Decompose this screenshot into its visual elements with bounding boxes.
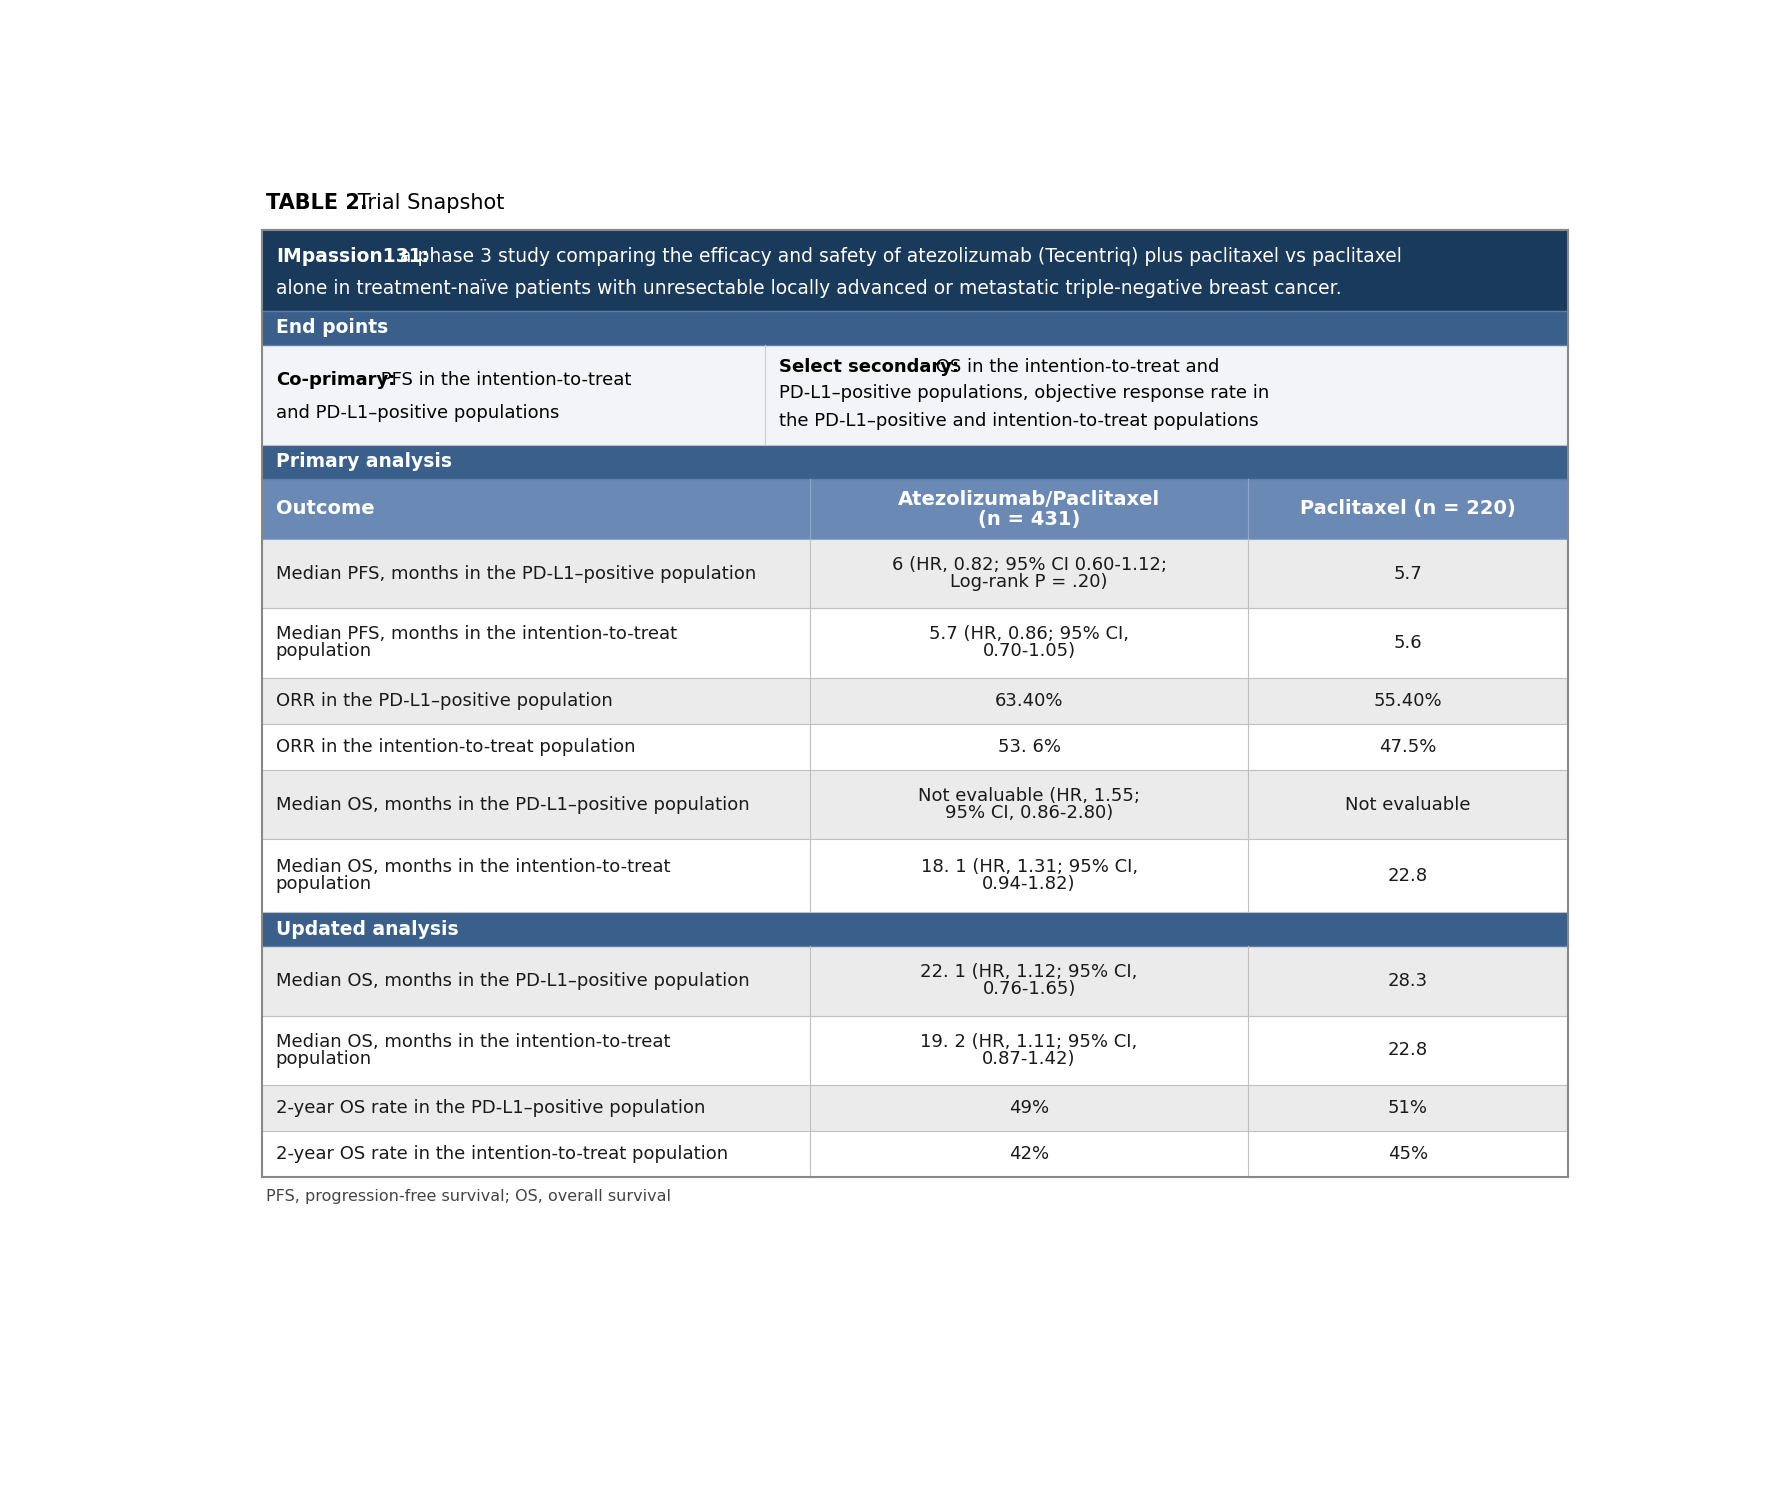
Text: Median OS, months in the intention-to-treat: Median OS, months in the intention-to-tr…	[277, 1033, 671, 1051]
Text: 0.70-1.05): 0.70-1.05)	[982, 642, 1076, 660]
FancyBboxPatch shape	[262, 1132, 1567, 1177]
Text: 22.8: 22.8	[1387, 1042, 1428, 1060]
Text: 49%: 49%	[1009, 1099, 1050, 1117]
Text: 0.94-1.82): 0.94-1.82)	[982, 875, 1076, 893]
Text: 51%: 51%	[1387, 1099, 1428, 1117]
FancyBboxPatch shape	[262, 479, 1567, 539]
Text: 5.7: 5.7	[1394, 564, 1423, 582]
Text: 2-year OS rate in the intention-to-treat population: 2-year OS rate in the intention-to-treat…	[277, 1145, 728, 1163]
FancyBboxPatch shape	[262, 444, 1567, 479]
Text: Co-primary:: Co-primary:	[277, 371, 394, 389]
FancyBboxPatch shape	[262, 608, 1567, 677]
Text: (n = 431): (n = 431)	[978, 510, 1080, 530]
FancyBboxPatch shape	[262, 539, 1567, 608]
Text: ORR in the PD-L1–positive population: ORR in the PD-L1–positive population	[277, 692, 612, 710]
FancyBboxPatch shape	[262, 311, 1567, 345]
FancyBboxPatch shape	[262, 230, 1567, 311]
Text: Select secondary:: Select secondary:	[778, 357, 959, 375]
Text: Median PFS, months in the intention-to-treat: Median PFS, months in the intention-to-t…	[277, 626, 677, 644]
Text: population: population	[277, 875, 371, 893]
FancyBboxPatch shape	[262, 1016, 1567, 1085]
Text: population: population	[277, 642, 371, 660]
Text: 22. 1 (HR, 1.12; 95% CI,: 22. 1 (HR, 1.12; 95% CI,	[921, 964, 1137, 982]
Text: PFS, progression-free survival; OS, overall survival: PFS, progression-free survival; OS, over…	[266, 1189, 671, 1204]
Text: Median OS, months in the PD-L1–positive population: Median OS, months in the PD-L1–positive …	[277, 796, 750, 814]
Text: Log-rank P = .20): Log-rank P = .20)	[950, 573, 1108, 591]
Bar	[262, 230, 1567, 1177]
Text: End points: End points	[277, 318, 387, 338]
FancyBboxPatch shape	[262, 839, 1567, 913]
Text: 42%: 42%	[1009, 1145, 1050, 1163]
FancyBboxPatch shape	[262, 1085, 1567, 1132]
Text: alone in treatment-naïve patients with unresectable locally advanced or metastat: alone in treatment-naïve patients with u…	[277, 279, 1342, 297]
Text: Atezolizumab/Paclitaxel: Atezolizumab/Paclitaxel	[898, 491, 1160, 509]
Text: 53. 6%: 53. 6%	[998, 738, 1060, 757]
Text: a phase 3 study comparing the efficacy and safety of atezolizumab (Tecentriq) pl: a phase 3 study comparing the efficacy a…	[400, 248, 1401, 266]
Text: Paclitaxel (n = 220): Paclitaxel (n = 220)	[1299, 500, 1515, 518]
Text: Trial Snapshot: Trial Snapshot	[352, 192, 505, 213]
Text: Primary analysis: Primary analysis	[277, 452, 452, 471]
Text: 22.8: 22.8	[1387, 866, 1428, 884]
Text: PFS in the intention-to-treat: PFS in the intention-to-treat	[375, 371, 632, 389]
Text: 28.3: 28.3	[1387, 973, 1428, 991]
Text: Outcome: Outcome	[277, 500, 375, 518]
Text: 55.40%: 55.40%	[1373, 692, 1442, 710]
Text: PD-L1–positive populations, objective response rate in: PD-L1–positive populations, objective re…	[778, 384, 1269, 402]
FancyBboxPatch shape	[262, 913, 1567, 946]
Text: Median PFS, months in the PD-L1–positive population: Median PFS, months in the PD-L1–positive…	[277, 564, 757, 582]
Text: 18. 1 (HR, 1.31; 95% CI,: 18. 1 (HR, 1.31; 95% CI,	[921, 859, 1137, 877]
FancyBboxPatch shape	[262, 770, 1567, 839]
Text: 19. 2 (HR, 1.11; 95% CI,: 19. 2 (HR, 1.11; 95% CI,	[921, 1033, 1137, 1051]
Text: 2-year OS rate in the PD-L1–positive population: 2-year OS rate in the PD-L1–positive pop…	[277, 1099, 705, 1117]
Text: 45%: 45%	[1387, 1145, 1428, 1163]
FancyBboxPatch shape	[262, 345, 1567, 444]
Text: ORR in the intention-to-treat population: ORR in the intention-to-treat population	[277, 738, 635, 757]
Text: Median OS, months in the intention-to-treat: Median OS, months in the intention-to-tr…	[277, 859, 671, 877]
Text: 47.5%: 47.5%	[1380, 738, 1437, 757]
Text: Not evaluable: Not evaluable	[1346, 796, 1471, 814]
Text: 5.6: 5.6	[1394, 633, 1423, 651]
Text: 95% CI, 0.86-2.80): 95% CI, 0.86-2.80)	[944, 805, 1114, 823]
FancyBboxPatch shape	[262, 723, 1567, 770]
Text: and PD-L1–positive populations: and PD-L1–positive populations	[277, 404, 559, 422]
Text: TABLE 2.: TABLE 2.	[266, 192, 368, 213]
Text: OS in the intention-to-treat and: OS in the intention-to-treat and	[930, 357, 1219, 375]
Text: population: population	[277, 1049, 371, 1067]
Text: 0.87-1.42): 0.87-1.42)	[982, 1049, 1076, 1067]
FancyBboxPatch shape	[262, 677, 1567, 723]
FancyBboxPatch shape	[262, 946, 1567, 1016]
Text: the PD-L1–positive and intention-to-treat populations: the PD-L1–positive and intention-to-trea…	[778, 411, 1258, 429]
Text: IMpassion131:: IMpassion131:	[277, 248, 428, 266]
Text: 0.76-1.65): 0.76-1.65)	[982, 980, 1076, 998]
Text: Updated analysis: Updated analysis	[277, 920, 459, 938]
Text: 5.7 (HR, 0.86; 95% CI,: 5.7 (HR, 0.86; 95% CI,	[928, 626, 1130, 644]
Text: 6 (HR, 0.82; 95% CI 0.60-1.12;: 6 (HR, 0.82; 95% CI 0.60-1.12;	[891, 555, 1167, 573]
Text: 63.40%: 63.40%	[994, 692, 1064, 710]
Text: Not evaluable (HR, 1.55;: Not evaluable (HR, 1.55;	[917, 787, 1141, 805]
Text: Median OS, months in the PD-L1–positive population: Median OS, months in the PD-L1–positive …	[277, 973, 750, 991]
